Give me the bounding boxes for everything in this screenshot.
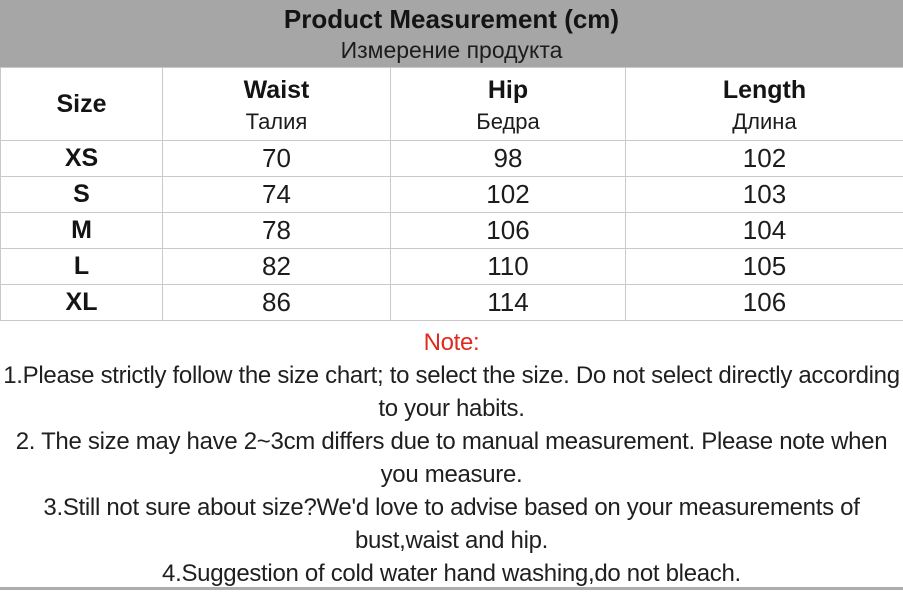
table-row-l: L 82 110 105	[0, 248, 903, 285]
hip-value: 114	[390, 284, 626, 321]
column-header-waist-ru: Талия	[245, 108, 308, 134]
page-title-russian: Измерение продукта	[340, 37, 563, 63]
note-heading: Note:	[423, 329, 480, 356]
cropped-next-section-edge	[0, 587, 903, 590]
column-header-hip-en: Hip	[487, 75, 529, 104]
table-row-s: S 74 102 103	[0, 176, 903, 213]
column-header-length: Length Длина	[625, 67, 903, 141]
waist-value: 78	[162, 212, 391, 249]
size-label: XL	[0, 284, 163, 321]
size-label: L	[0, 248, 163, 285]
column-header-waist: Waist Талия	[162, 67, 391, 141]
note-item-4: 4.Suggestion of cold water hand washing,…	[162, 560, 741, 587]
column-header-size-label: Size	[56, 89, 107, 118]
column-header-hip-ru: Бедра	[476, 108, 540, 134]
page-title: Product Measurement (cm)	[283, 4, 620, 34]
length-value: 103	[625, 176, 903, 213]
column-header-hip: Hip Бедра	[390, 67, 626, 141]
notes-section: Note: 1.Please strictly follow the size …	[0, 321, 903, 590]
length-value: 105	[625, 248, 903, 285]
column-header-size: Size	[0, 67, 163, 141]
note-item-1: 1.Please strictly follow the size chart;…	[3, 362, 900, 422]
length-value: 104	[625, 212, 903, 249]
hip-value: 110	[390, 248, 626, 285]
hip-value: 98	[390, 140, 626, 177]
length-value: 102	[625, 140, 903, 177]
column-header-waist-en: Waist	[243, 75, 310, 104]
waist-value: 74	[162, 176, 391, 213]
length-value: 106	[625, 284, 903, 321]
waist-value: 70	[162, 140, 391, 177]
table-row-xl: XL 86 114 106	[0, 284, 903, 321]
hip-value: 106	[390, 212, 626, 249]
note-item-2: 2. The size may have 2~3cm differs due t…	[15, 428, 888, 488]
column-header-length-ru: Длина	[732, 108, 797, 134]
table-row-xs: XS 70 98 102	[0, 140, 903, 177]
measurement-banner: Product Measurement (cm) Измерение проду…	[0, 0, 903, 67]
note-item-3: 3.Still not sure about size?We'd love to…	[43, 494, 860, 554]
column-header-length-en: Length	[722, 75, 807, 104]
table-row-m: M 78 106 104	[0, 212, 903, 249]
table-header-row: Size Waist Талия Hip Бедра Length Длина	[0, 67, 903, 141]
hip-value: 102	[390, 176, 626, 213]
waist-value: 82	[162, 248, 391, 285]
size-label: S	[0, 176, 163, 213]
waist-value: 86	[162, 284, 391, 321]
size-label: XS	[0, 140, 163, 177]
size-chart-table: Size Waist Талия Hip Бедра Length Длина …	[0, 67, 903, 321]
size-label: M	[0, 212, 163, 249]
